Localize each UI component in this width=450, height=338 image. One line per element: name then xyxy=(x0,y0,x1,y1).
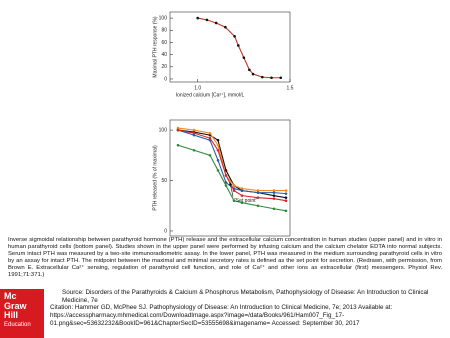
data-point xyxy=(284,189,288,192)
data-point xyxy=(208,154,212,157)
data-point xyxy=(176,126,180,130)
series-line xyxy=(197,17,281,79)
data-point xyxy=(224,174,228,177)
data-point xyxy=(192,133,196,137)
data-point xyxy=(256,189,260,192)
series-line xyxy=(177,144,287,212)
logo-line: Mc xyxy=(4,291,17,301)
data-point xyxy=(240,189,244,192)
y-tick-label: 40 xyxy=(161,52,167,58)
data-point xyxy=(232,199,236,202)
data-point xyxy=(233,35,236,38)
series-line xyxy=(177,129,287,199)
data-point xyxy=(284,199,288,202)
data-point xyxy=(232,189,236,192)
y-tick-label: 80 xyxy=(161,28,167,34)
logo: Mc Graw Hill Education xyxy=(0,289,44,338)
data-point xyxy=(208,131,212,135)
data-point xyxy=(240,194,244,197)
data-point xyxy=(176,143,180,147)
data-point xyxy=(176,128,180,132)
data-point xyxy=(216,138,220,142)
y-tick-label: 50 xyxy=(161,178,167,184)
data-point xyxy=(272,207,276,211)
data-point xyxy=(251,72,255,76)
y-axis-label: Maximal PTH response (%) xyxy=(152,16,158,77)
data-point xyxy=(192,148,196,152)
data-point xyxy=(248,68,251,72)
y-tick-label: 20 xyxy=(161,64,167,70)
data-point xyxy=(192,131,196,135)
data-point xyxy=(256,191,260,194)
data-point xyxy=(196,16,199,20)
data-point xyxy=(284,192,288,195)
caption: Inverse sigmoidal relationship between p… xyxy=(8,237,442,278)
x-axis-label: Ionized calcium [Ca²⁺], mmol/L xyxy=(176,92,245,98)
data-point xyxy=(240,201,244,205)
data-point xyxy=(208,136,212,140)
data-point xyxy=(256,196,260,199)
data-point xyxy=(284,209,288,213)
series-line xyxy=(177,129,287,195)
data-point xyxy=(216,148,220,152)
data-point xyxy=(272,191,276,194)
y-tick-label: 100 xyxy=(159,15,168,21)
data-point xyxy=(256,204,260,208)
logo-line: Education xyxy=(4,321,31,328)
plot-frame xyxy=(169,11,291,83)
data-point xyxy=(216,159,220,162)
data-point xyxy=(270,76,273,80)
annotation: "Set point" xyxy=(234,198,258,204)
data-point xyxy=(272,189,276,192)
data-point xyxy=(232,184,236,187)
data-point xyxy=(261,75,264,79)
x-tick-label: 1.0 xyxy=(194,85,201,91)
data-point xyxy=(205,18,209,22)
logo-line: Graw xyxy=(4,300,27,311)
y-tick-label: 100 xyxy=(159,127,168,133)
y-axis-label: PTH released (% of maximal) xyxy=(152,145,158,211)
citation: Citation: Hammer GD, McPhee SJ. Pathophy… xyxy=(50,304,393,327)
series-line xyxy=(177,127,286,192)
plot-frame xyxy=(169,119,291,237)
data-point xyxy=(216,143,220,147)
data-point xyxy=(272,194,276,197)
annotation-arrow xyxy=(228,181,234,197)
source: Source: Disorders of the Parathyroids & … xyxy=(62,289,429,304)
data-point xyxy=(284,196,288,199)
data-point xyxy=(224,25,227,29)
data-point xyxy=(240,187,244,190)
y-tick-label: 0 xyxy=(164,228,167,234)
data-point xyxy=(279,76,283,80)
logo-line: Hill xyxy=(4,310,19,320)
x-tick-label: 1.5 xyxy=(287,85,294,91)
data-point xyxy=(192,128,196,132)
data-point xyxy=(216,169,220,172)
y-tick-label: 60 xyxy=(161,40,167,46)
data-point xyxy=(242,56,246,59)
data-point xyxy=(224,184,228,187)
data-point xyxy=(272,197,276,200)
data-point xyxy=(214,21,218,25)
y-tick-label: 0 xyxy=(164,76,167,82)
figure: 0 20 40 60 80 100 1.0 1.5 Ionized calcium [Ca²⁺]… xyxy=(152,11,294,237)
data-point xyxy=(237,44,240,47)
